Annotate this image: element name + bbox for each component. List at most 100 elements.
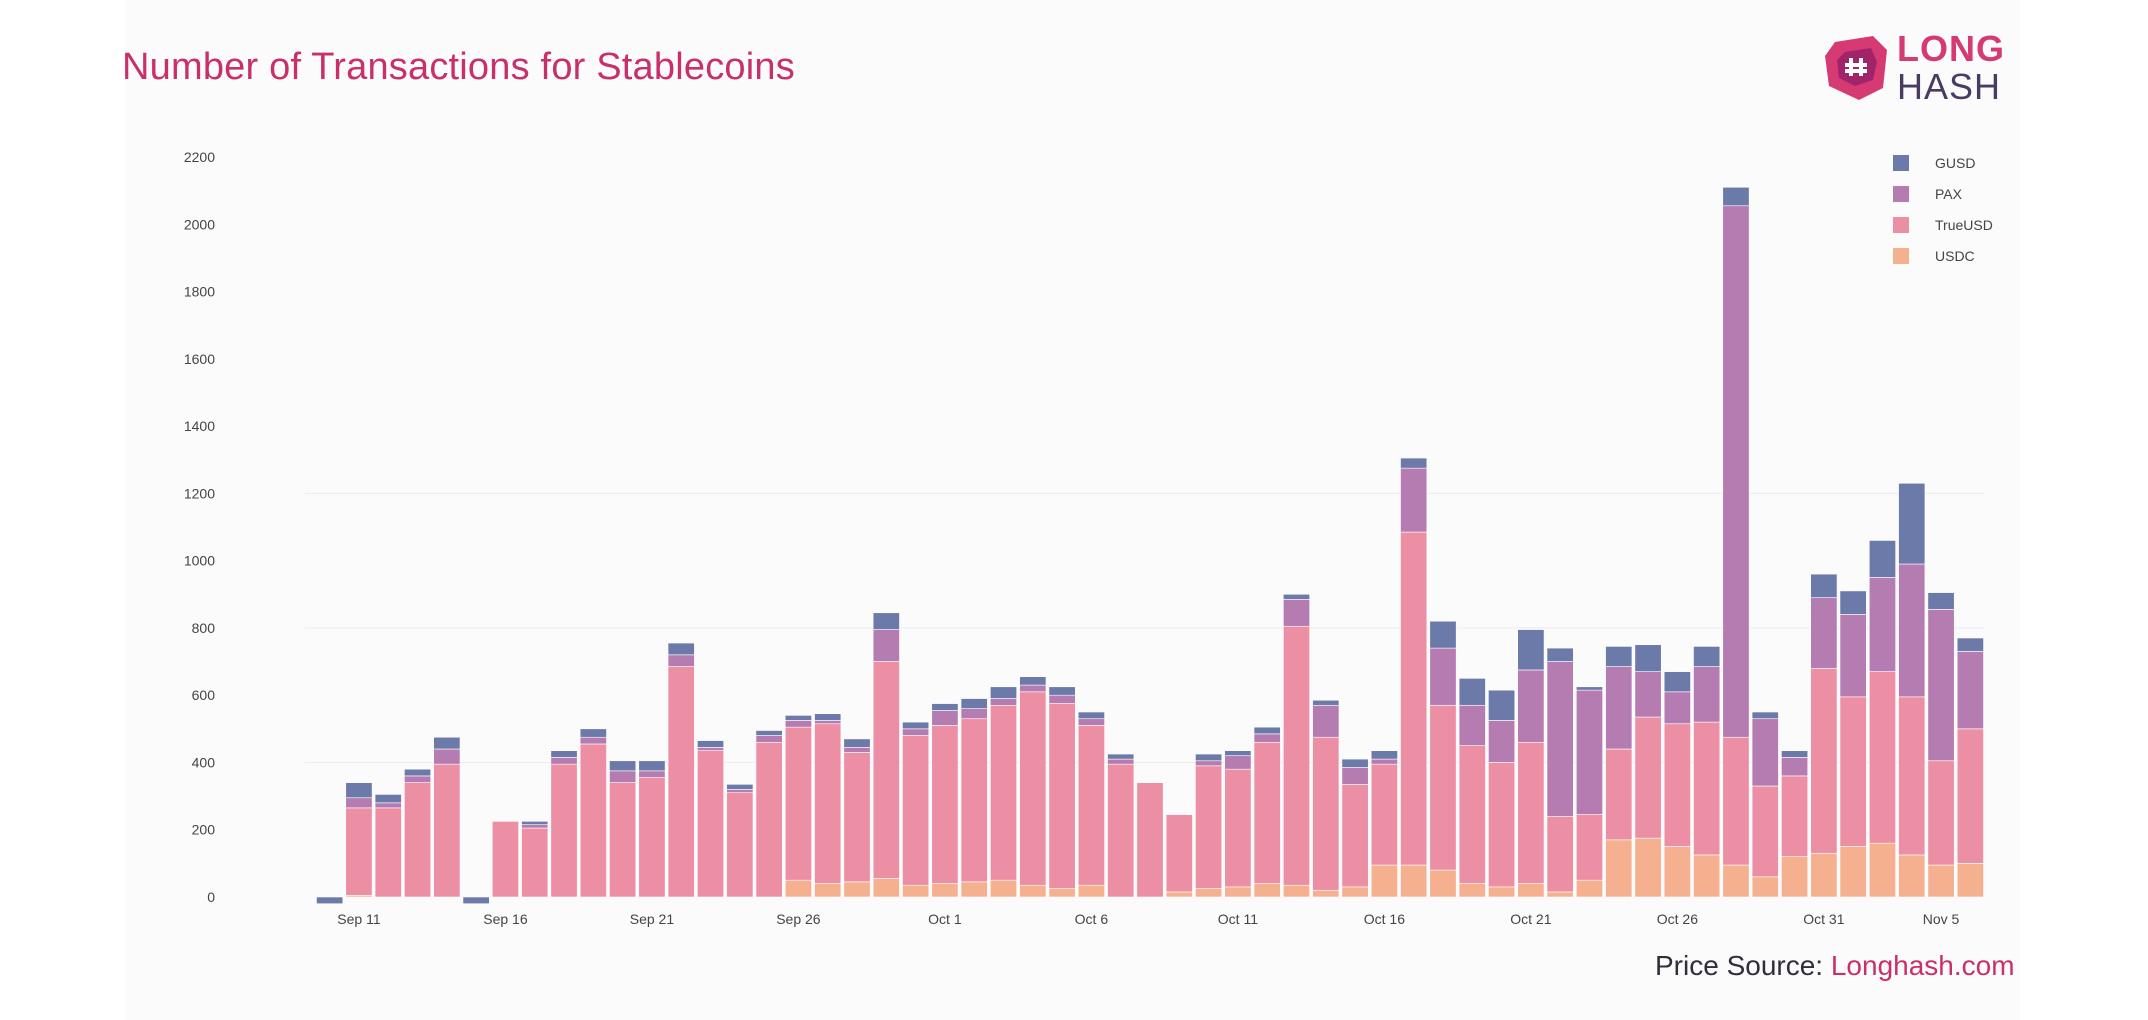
bar-segment-usdc	[1575, 879, 1603, 898]
bar-segment-usdc	[814, 883, 842, 898]
x-tick-label: Sep 26	[776, 911, 821, 927]
bar-segment-usdc	[1546, 891, 1574, 898]
legend-label-usdc: USDC	[1935, 248, 1975, 264]
bar-segment-gusd	[550, 750, 578, 758]
bar-segment-pax	[1605, 666, 1633, 750]
bar-segment-pax	[697, 747, 725, 751]
bar-segment-gusd	[814, 713, 842, 721]
bar-segment-pax	[931, 710, 959, 726]
bar-segment-trueusd	[1195, 765, 1223, 889]
bar-segment-gusd	[1370, 750, 1398, 760]
bar-segment-gusd	[1107, 753, 1135, 760]
bar-segment-pax	[638, 770, 666, 778]
bar-segment-pax	[1663, 691, 1691, 725]
bar-segment-pax	[726, 789, 754, 794]
bar-segment-usdc	[1077, 884, 1105, 898]
bar-segment-gusd	[1458, 678, 1486, 706]
bar-segment-trueusd	[902, 735, 930, 886]
bar-segment-usdc	[784, 879, 812, 898]
bar-segment-gusd	[697, 740, 725, 748]
bar-segment-pax	[550, 757, 578, 765]
bar-segment-pax	[433, 748, 461, 765]
bar-segment-trueusd	[1898, 696, 1926, 856]
bar-segment-gusd	[433, 736, 461, 750]
bar-segment-pax	[1546, 661, 1574, 817]
bar-segment-gusd	[667, 642, 695, 656]
x-tick-label: Sep 21	[630, 911, 675, 927]
bar-segment-trueusd	[1048, 703, 1076, 889]
bar-segment-trueusd	[1458, 745, 1486, 884]
bar-segment-pax	[1312, 704, 1340, 738]
y-tick-label: 600	[192, 687, 216, 703]
bar-segment-pax	[1224, 755, 1252, 770]
bar-segment-gusd	[1488, 689, 1516, 721]
bar-segment-pax	[1458, 704, 1486, 746]
bar-segment-trueusd	[1605, 748, 1633, 841]
bar-segment-gusd	[1224, 750, 1252, 757]
bar-segment-gusd	[872, 612, 900, 630]
bar-segment-pax	[1370, 758, 1398, 765]
bar-segment-pax	[960, 708, 988, 720]
bar-segment-trueusd	[1517, 741, 1545, 884]
bar-segment-gusd	[1751, 711, 1779, 720]
bar-segment-gusd	[931, 703, 959, 711]
bar-segment-pax	[1077, 718, 1105, 726]
x-tick-label: Sep 11	[337, 911, 381, 927]
bar-segment-trueusd	[1927, 760, 1955, 866]
bar-segment-trueusd	[1283, 625, 1310, 886]
bar-segment-pax	[345, 797, 373, 809]
bar-segment-usdc	[1517, 883, 1545, 898]
bar-segment-gusd	[345, 782, 373, 799]
bar-segment-usdc	[960, 881, 988, 898]
bar-segment-gusd	[843, 738, 871, 748]
bar-segment-gusd	[609, 760, 637, 772]
bar-segment-usdc	[1165, 891, 1193, 898]
bar-segment-trueusd	[1781, 775, 1809, 857]
bar-segment-trueusd	[491, 821, 519, 898]
bar-segment-trueusd	[755, 741, 783, 898]
bar-segment-gusd	[1927, 592, 1955, 610]
bar-segment-usdc	[1341, 886, 1369, 898]
bar-segment-pax	[872, 629, 900, 662]
bar-segment-trueusd	[814, 723, 842, 884]
bar-segment-usdc	[1956, 863, 1984, 898]
x-tick-label: Oct 21	[1510, 911, 1551, 927]
bar-segment-trueusd	[550, 763, 578, 898]
y-tick-label: 1200	[184, 485, 215, 501]
bar-segment-gusd	[1253, 726, 1281, 735]
bar-segment-usdc	[902, 884, 930, 898]
bar-segment-usdc	[1810, 852, 1838, 898]
bar-segment-gusd	[1048, 686, 1076, 696]
legend-label-trueusd: TrueUSD	[1935, 217, 1993, 233]
bar-segment-usdc	[931, 883, 959, 898]
bar-segment-pax	[1868, 577, 1896, 672]
bar-segment-trueusd	[784, 726, 812, 881]
bar-segment-trueusd	[931, 725, 959, 884]
bar-segment-pax	[990, 698, 1017, 706]
bar-segment-gusd	[1956, 637, 1984, 652]
bar-segment-gusd	[902, 721, 930, 730]
bar-segment-gusd	[1898, 482, 1926, 565]
bar-segment-pax	[1927, 609, 1955, 762]
bar-segment-trueusd	[843, 752, 871, 883]
bar-segment-gusd	[755, 730, 783, 736]
x-tick-label: Oct 1	[928, 911, 962, 927]
bar-segment-trueusd	[960, 718, 988, 883]
bar-segment-trueusd	[1429, 704, 1457, 871]
price-source-label: Price Source:	[1655, 950, 1824, 981]
bar-segment-trueusd	[697, 750, 725, 898]
bar-segment-trueusd	[1868, 671, 1896, 844]
bar-segment-usdc	[1781, 856, 1809, 898]
bar-segment-pax	[755, 735, 783, 743]
bar-segment-usdc	[1370, 864, 1398, 898]
x-tick-label: Oct 16	[1364, 911, 1405, 927]
logo-text-hash: HASH	[1897, 66, 2002, 107]
bar-segment-trueusd	[1400, 531, 1428, 866]
bar-segment-trueusd	[1663, 723, 1691, 847]
price-source: Price Source: Longhash.com	[1655, 950, 2015, 982]
bar-segment-trueusd	[1839, 696, 1867, 847]
x-tick-label: Nov 5	[1923, 911, 1960, 927]
bar-segment-usdc	[872, 878, 900, 898]
price-source-link[interactable]: Longhash.com	[1830, 950, 2015, 981]
